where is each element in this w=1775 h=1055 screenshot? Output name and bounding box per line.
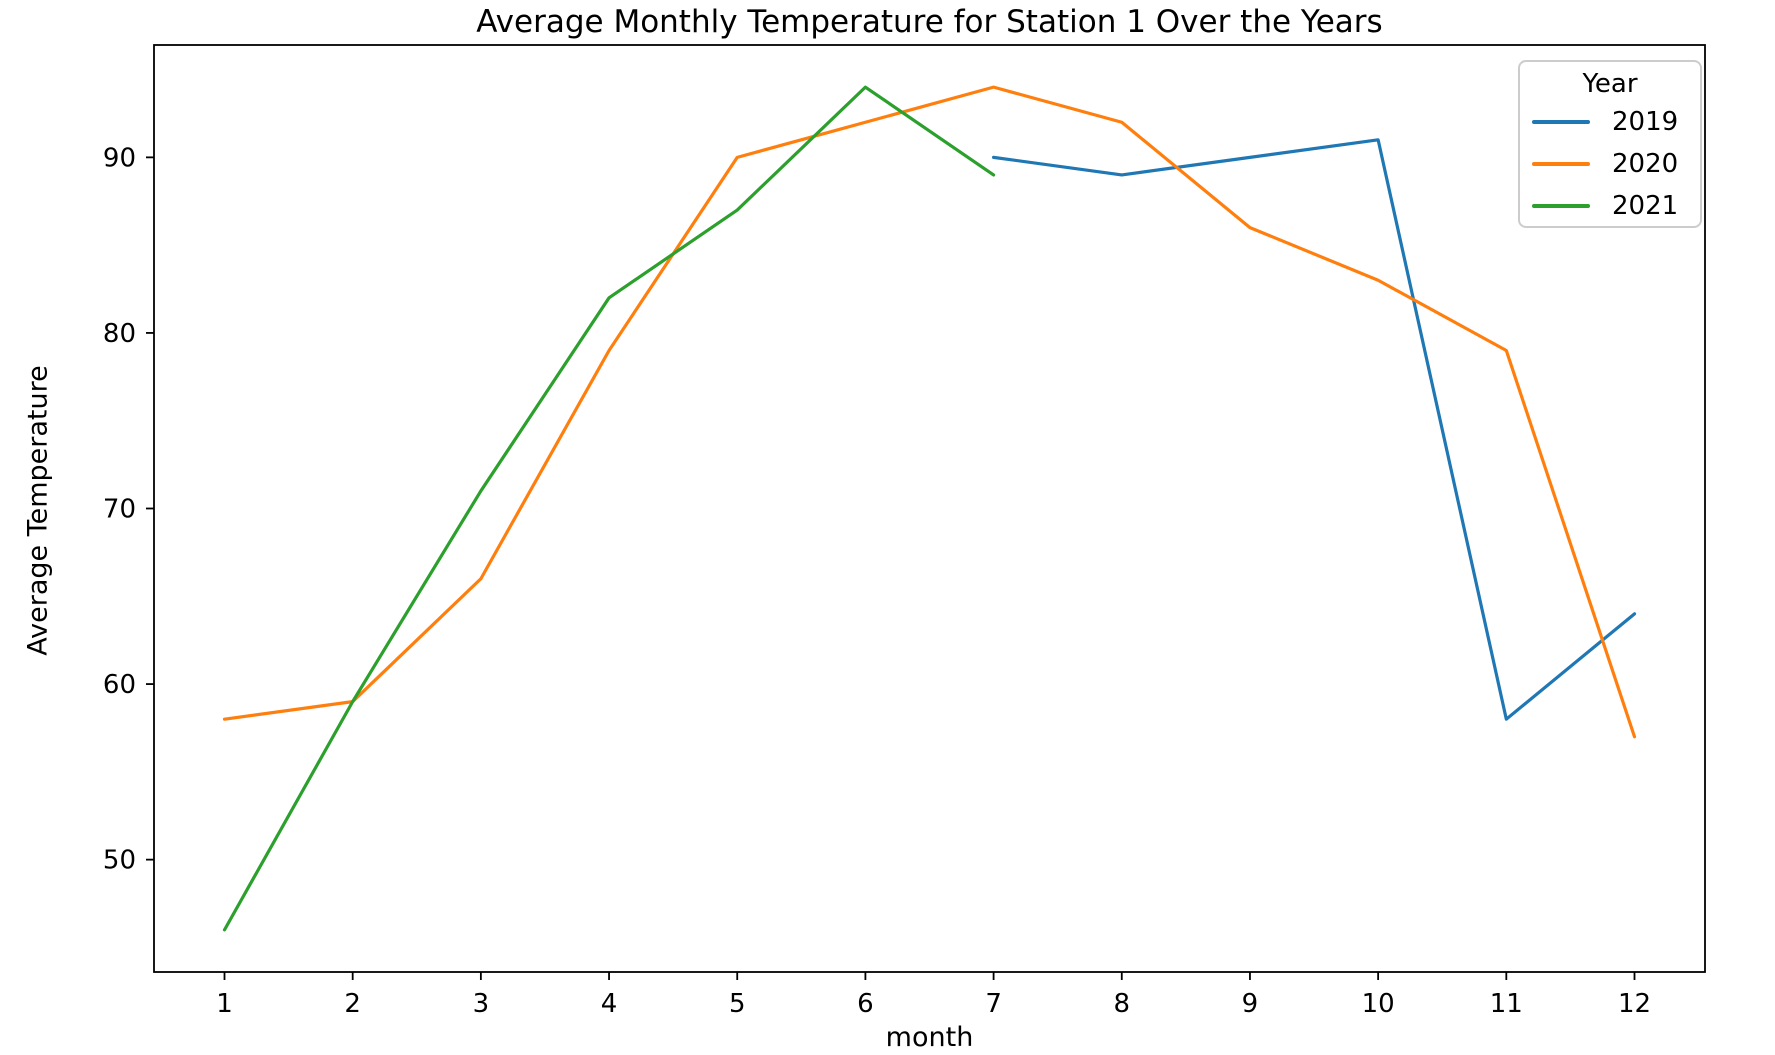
chart-title: Average Monthly Temperature for Station … bbox=[476, 4, 1383, 40]
series-line-2021 bbox=[222, 85, 996, 932]
y-axis-label: Average Temperature bbox=[22, 365, 54, 656]
x-tick-label: 6 bbox=[857, 989, 874, 1019]
legend: Year 2019 2020 2021 bbox=[1518, 60, 1702, 228]
x-tick-label: 1 bbox=[216, 989, 233, 1019]
x-tick-label: 4 bbox=[601, 989, 618, 1019]
series-line-2019 bbox=[991, 138, 1637, 721]
x-axis-label: month bbox=[885, 1022, 974, 1053]
legend-label: 2021 bbox=[1612, 191, 1679, 221]
x-tick-label: 2 bbox=[344, 989, 361, 1019]
x-tick-label: 5 bbox=[729, 989, 746, 1019]
x-tick-label: 9 bbox=[1242, 989, 1259, 1019]
x-tick-label: 10 bbox=[1362, 989, 1395, 1019]
x-tick-label: 8 bbox=[1113, 989, 1130, 1019]
legend-entry-2021: 2021 bbox=[1520, 185, 1700, 227]
y-tick-label: 70 bbox=[103, 495, 136, 525]
legend-title: Year bbox=[1582, 69, 1638, 99]
legend-swatch-2021 bbox=[1532, 204, 1590, 208]
legend-label: 2019 bbox=[1612, 107, 1679, 137]
y-tick-label: 50 bbox=[103, 846, 136, 876]
y-tick-label: 80 bbox=[103, 319, 136, 349]
x-tick-label: 12 bbox=[1618, 989, 1651, 1019]
x-tick-label: 7 bbox=[985, 989, 1002, 1019]
legend-swatch-2020 bbox=[1532, 162, 1590, 166]
legend-entry-2020: 2020 bbox=[1520, 143, 1700, 185]
legend-label: 2020 bbox=[1612, 149, 1679, 179]
series-line-2020 bbox=[222, 85, 1637, 739]
y-tick-label: 90 bbox=[103, 143, 136, 173]
y-tick-label: 60 bbox=[103, 670, 136, 700]
x-tick-label: 11 bbox=[1490, 989, 1523, 1019]
x-tick-label: 3 bbox=[473, 989, 490, 1019]
axes-spines bbox=[153, 44, 1706, 973]
legend-entry-2019: 2019 bbox=[1520, 101, 1700, 143]
legend-swatch-2019 bbox=[1532, 120, 1590, 124]
